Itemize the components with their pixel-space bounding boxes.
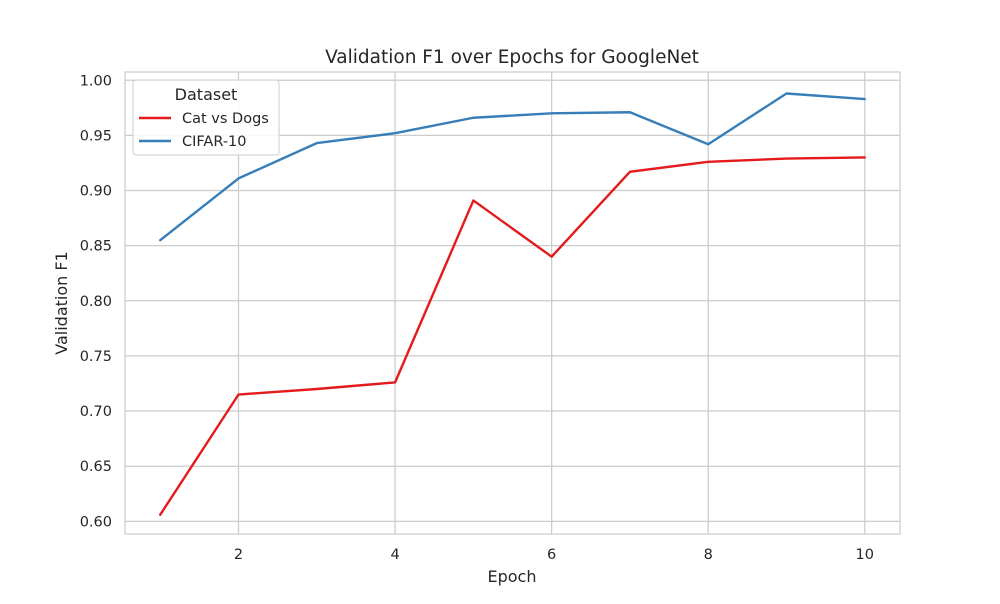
y-tick-label: 0.80	[80, 294, 112, 310]
y-axis-label: Validation F1	[52, 251, 71, 354]
x-tick-label: 6	[547, 547, 556, 563]
legend: Dataset Cat vs Dogs CIFAR-10	[132, 79, 280, 156]
legend-entries: Cat vs Dogs CIFAR-10	[139, 111, 269, 150]
legend-label-1: Cat vs Dogs	[182, 111, 269, 127]
legend-title: Dataset	[175, 85, 238, 104]
x-tick-label: 10	[856, 547, 874, 563]
x-tick-label: 4	[390, 547, 399, 563]
legend-box	[132, 79, 280, 156]
y-tick-label: 0.75	[80, 349, 112, 365]
y-tick-label: 1.00	[80, 73, 112, 89]
y-tick-label: 0.65	[80, 459, 112, 475]
y-tick-label: 0.60	[80, 514, 112, 530]
tick-labels: 0.60 0.65 0.70 0.75 0.80 0.85 0.90 0.95 1.00 2 4 6 8…	[80, 73, 874, 563]
legend-label-2: CIFAR-10	[182, 134, 247, 150]
y-tick-label: 0.70	[80, 404, 112, 420]
plot-frame	[124, 71, 901, 535]
series-line-1	[159, 156, 866, 516]
y-tick-label: 0.95	[80, 128, 112, 144]
y-tick-label: 0.85	[80, 239, 112, 255]
chart-title: Validation F1 over Epochs for GoogleNet	[325, 47, 699, 68]
series-lines	[159, 92, 866, 516]
x-axis-label: Epoch	[488, 567, 537, 586]
series-line-2	[159, 92, 866, 242]
x-tick-label: 8	[704, 547, 713, 563]
y-tick-label: 0.90	[80, 184, 112, 200]
x-tick-label: 2	[234, 547, 243, 563]
